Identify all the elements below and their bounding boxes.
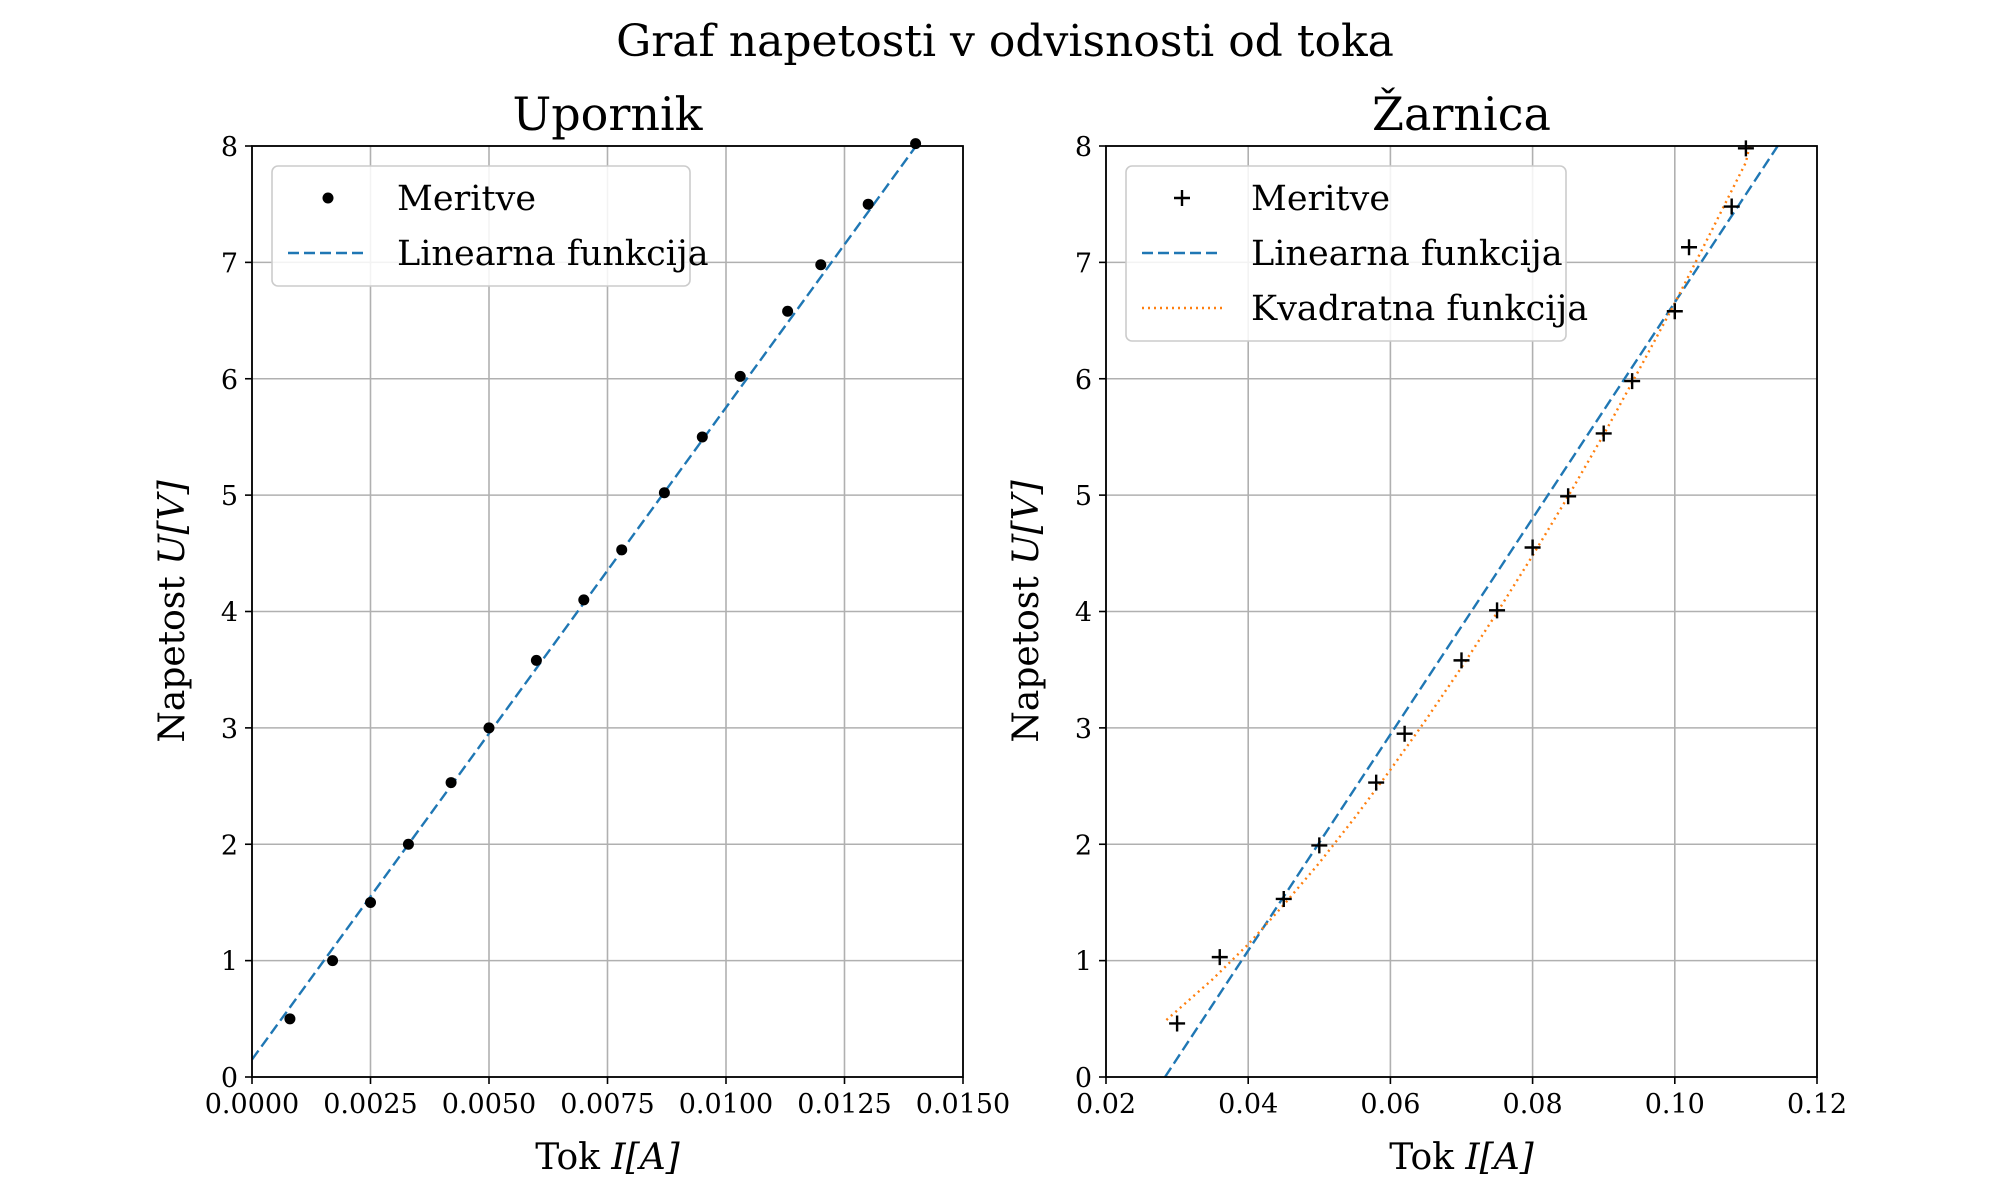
x-tick-label: 0.04 (1218, 1089, 1278, 1120)
legend-handle (1174, 190, 1190, 206)
y-tick-label: 5 (221, 481, 238, 512)
x-tick-label: 0.0125 (797, 1089, 891, 1120)
x-tick-label: 0.0025 (323, 1089, 417, 1120)
data-point (1723, 198, 1740, 215)
y-tick-label: 7 (1075, 248, 1092, 279)
x-tick-label: 0.0050 (442, 1089, 536, 1120)
y-tick-label: 6 (221, 365, 238, 396)
data-point (530, 654, 542, 666)
y-tick-label: 4 (221, 598, 238, 629)
figure-title: Graf napetosti v odvisnosti od toka (616, 16, 1394, 67)
y-tick-label: 5 (1075, 481, 1092, 512)
x-tick-label: 0.0075 (560, 1089, 654, 1120)
data-point (284, 1013, 296, 1025)
data-point (862, 198, 874, 210)
series-line-1 (1163, 146, 1780, 1077)
legend-label: Meritve (397, 179, 536, 219)
y-tick-label: 8 (221, 132, 238, 163)
data-point (1524, 539, 1541, 556)
x-axis-label: Tok I[A] (1389, 1137, 1534, 1178)
data-point (1211, 949, 1228, 966)
data-point (1275, 890, 1292, 907)
y-tick-label: 3 (221, 714, 238, 745)
data-point (1396, 725, 1413, 742)
data-point (1368, 774, 1385, 791)
data-point (483, 722, 495, 734)
y-tick-label: 1 (1075, 947, 1092, 978)
data-point (658, 487, 670, 499)
chart-zarnica: 0.02 0.04 0.06 0.08 0.10 0.12 0 1 2 3 4 5 6 7 8 Žarnica… (1006, 86, 1847, 1178)
x-tick-label: 0.08 (1503, 1089, 1563, 1120)
legend-label: Meritve (1251, 179, 1390, 219)
data-point (402, 838, 414, 850)
data-point (616, 544, 628, 556)
legend-label: Linearna funkcija (1251, 234, 1563, 274)
y-tick-label: 0 (221, 1063, 238, 1094)
legend: Meritve Linearna funkcija (271, 165, 709, 287)
data-point (782, 305, 794, 317)
data-point (1311, 837, 1328, 854)
data-point (734, 370, 746, 382)
x-tick-label: 0.10 (1645, 1089, 1705, 1120)
data-point (696, 431, 708, 443)
data-point (1489, 602, 1506, 619)
y-tick-label: 3 (1075, 714, 1092, 745)
data-point (1560, 488, 1577, 505)
y-tick-label: 2 (1075, 830, 1092, 861)
y-axis-label: Napetost U[V] (1006, 479, 1047, 742)
data-point (578, 594, 590, 606)
chart-title: Žarnica (1372, 86, 1551, 141)
data-point (1595, 425, 1612, 442)
data-point (1681, 239, 1698, 256)
x-tick-label: 0.12 (1787, 1089, 1847, 1120)
data-point (815, 259, 827, 271)
x-tick-label: 0.0150 (916, 1089, 1010, 1120)
y-axis-label: Napetost U[V] (152, 479, 193, 742)
legend-label: Kvadratna funkcija (1251, 289, 1588, 329)
data-point (365, 896, 376, 908)
data-point (1453, 652, 1470, 669)
data-point (1624, 373, 1641, 390)
y-tick-label: 0 (1075, 1063, 1092, 1094)
y-tick-label: 7 (221, 248, 238, 279)
data-point (910, 138, 922, 150)
chart-upornik: 0.0000 0.0025 0.0050 0.0075 0.0100 0.0125 0.01… (152, 87, 1010, 1178)
data-point (1737, 140, 1754, 157)
legend-label: Linearna funkcija (397, 234, 709, 274)
x-tick-label: 0.0000 (205, 1089, 299, 1120)
x-axis-label: Tok I[A] (535, 1137, 680, 1178)
x-tick-label: 0.0100 (679, 1089, 773, 1120)
y-tick-label: 4 (1075, 598, 1092, 629)
data-point (1169, 1015, 1186, 1032)
y-tick-label: 6 (1075, 365, 1092, 396)
data-point (1666, 303, 1683, 320)
y-tick-label: 2 (221, 830, 238, 861)
x-tick-label: 0.06 (1360, 1089, 1420, 1120)
legend: Meritve Linearna funkcija Kvadratna funkci… (1125, 165, 1588, 342)
data-point (445, 777, 457, 789)
y-tick-label: 1 (221, 947, 238, 978)
y-tick-label: 8 (1075, 132, 1092, 163)
data-point (327, 955, 339, 967)
chart-title: Upornik (512, 87, 703, 141)
x-tick-label: 0.02 (1076, 1089, 1136, 1120)
legend-handle (322, 192, 334, 204)
